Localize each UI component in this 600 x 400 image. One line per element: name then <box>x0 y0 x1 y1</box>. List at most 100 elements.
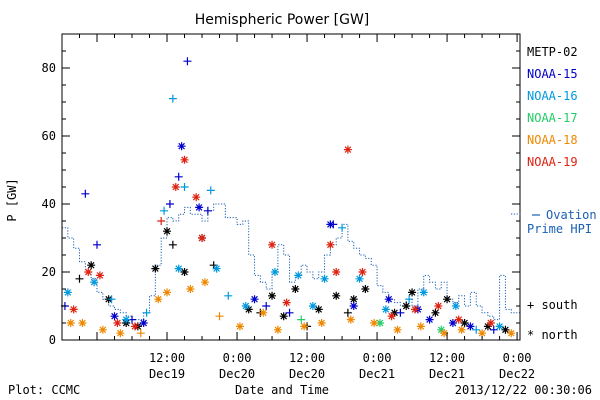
data-point <box>259 308 268 317</box>
data-point <box>495 322 504 331</box>
data-point <box>501 325 510 334</box>
x-tick-label-date: Dec21 <box>429 367 465 381</box>
data-point <box>273 325 282 334</box>
chart-title: Hemispheric Power [GW] <box>195 12 370 28</box>
data-point <box>180 183 189 191</box>
data-point <box>370 319 379 327</box>
data-point <box>332 291 341 300</box>
data-point <box>93 240 102 249</box>
ovation-step-line <box>62 203 520 321</box>
data-point <box>186 285 195 293</box>
data-point <box>113 319 122 327</box>
symbol-legend-entry: * north <box>527 328 578 342</box>
data-point <box>448 319 457 327</box>
data-point <box>168 94 177 103</box>
data-point <box>408 288 417 297</box>
x-tick-label-date: Dec21 <box>359 367 395 381</box>
x-tick-label-time: 12:00 <box>429 351 465 365</box>
data-point <box>314 305 323 314</box>
y-tick-label: 60 <box>42 129 56 143</box>
ovation-legend-label-2: Prime HPI <box>527 222 592 236</box>
data-point <box>387 312 396 321</box>
plot-frame <box>61 33 521 341</box>
data-point <box>168 240 177 249</box>
data-point <box>349 302 358 310</box>
data-point <box>66 319 75 327</box>
series-metp-02 <box>75 227 510 334</box>
data-point <box>195 203 204 212</box>
x-tick-label-time: 0:00 <box>223 351 252 365</box>
data-point <box>317 319 326 327</box>
data-point <box>203 206 212 215</box>
data-point <box>87 261 96 270</box>
data-point <box>270 268 279 276</box>
data-point <box>285 308 294 317</box>
data-point <box>361 285 370 293</box>
data-point <box>160 206 169 215</box>
data-point <box>107 295 116 304</box>
legend-entry: NOAA-15 <box>527 67 578 81</box>
data-point <box>198 234 207 242</box>
data-point <box>440 329 449 338</box>
data-point <box>329 220 338 229</box>
data-points <box>60 57 516 338</box>
data-point <box>410 305 419 314</box>
data-point <box>268 240 277 249</box>
data-point <box>183 57 192 66</box>
data-point <box>483 322 492 331</box>
data-point <box>326 240 335 249</box>
y-tick-label: 20 <box>42 265 56 279</box>
data-point <box>174 264 183 273</box>
data-point <box>507 329 516 338</box>
data-point <box>177 142 186 151</box>
data-point <box>163 288 172 297</box>
data-point <box>215 312 224 321</box>
series-noaa-15 <box>60 57 498 334</box>
data-point <box>130 322 139 331</box>
data-point <box>165 200 174 208</box>
y-tick-label: 40 <box>42 197 56 211</box>
x-axis-label: Date and Time <box>235 383 329 397</box>
data-point <box>472 325 481 334</box>
series-noaa-16 <box>63 94 504 334</box>
data-point <box>136 329 145 338</box>
data-point <box>268 291 277 300</box>
x-tick-label-time: 12:00 <box>289 351 325 365</box>
data-point <box>200 278 209 287</box>
data-point <box>443 295 452 304</box>
data-point <box>84 268 93 276</box>
data-point <box>402 302 411 310</box>
data-point <box>416 322 425 331</box>
plot-credit: Plot: CCMC <box>8 383 80 397</box>
data-point <box>291 285 300 293</box>
data-point <box>174 172 183 181</box>
data-point <box>297 315 306 324</box>
data-point <box>282 298 291 307</box>
data-point <box>78 319 87 327</box>
x-tick-label-time: 0:00 <box>503 351 532 365</box>
axes: 0 20 40 60 80 12:00 Dec19 0:00 Dec20 12:00 Dec20 0:… <box>42 33 535 381</box>
ovation-legend-label: Ovation <box>546 208 597 222</box>
data-point <box>451 302 460 310</box>
plot-timestamp: 2013/12/22 00:30:06 <box>455 383 592 397</box>
data-point <box>157 217 166 225</box>
y-axis-label: P [GW] <box>5 178 19 221</box>
data-point <box>384 295 393 304</box>
legend-entry: NOAA-18 <box>527 133 578 147</box>
data-point <box>457 325 466 334</box>
data-point <box>434 302 443 310</box>
data-point <box>110 312 119 321</box>
data-point <box>224 291 233 300</box>
data-point <box>180 268 189 276</box>
data-point <box>405 295 414 304</box>
legend: METP-02 NOAA-15 NOAA-16 NOAA-17 NOAA-18 NOAA-… <box>511 45 597 342</box>
data-point <box>95 271 104 280</box>
data-point <box>346 315 355 324</box>
data-point <box>90 278 99 287</box>
data-point <box>116 329 125 338</box>
data-point <box>466 322 475 331</box>
data-point <box>300 322 309 331</box>
data-point <box>279 312 288 321</box>
y-tick-label: 80 <box>42 61 56 75</box>
